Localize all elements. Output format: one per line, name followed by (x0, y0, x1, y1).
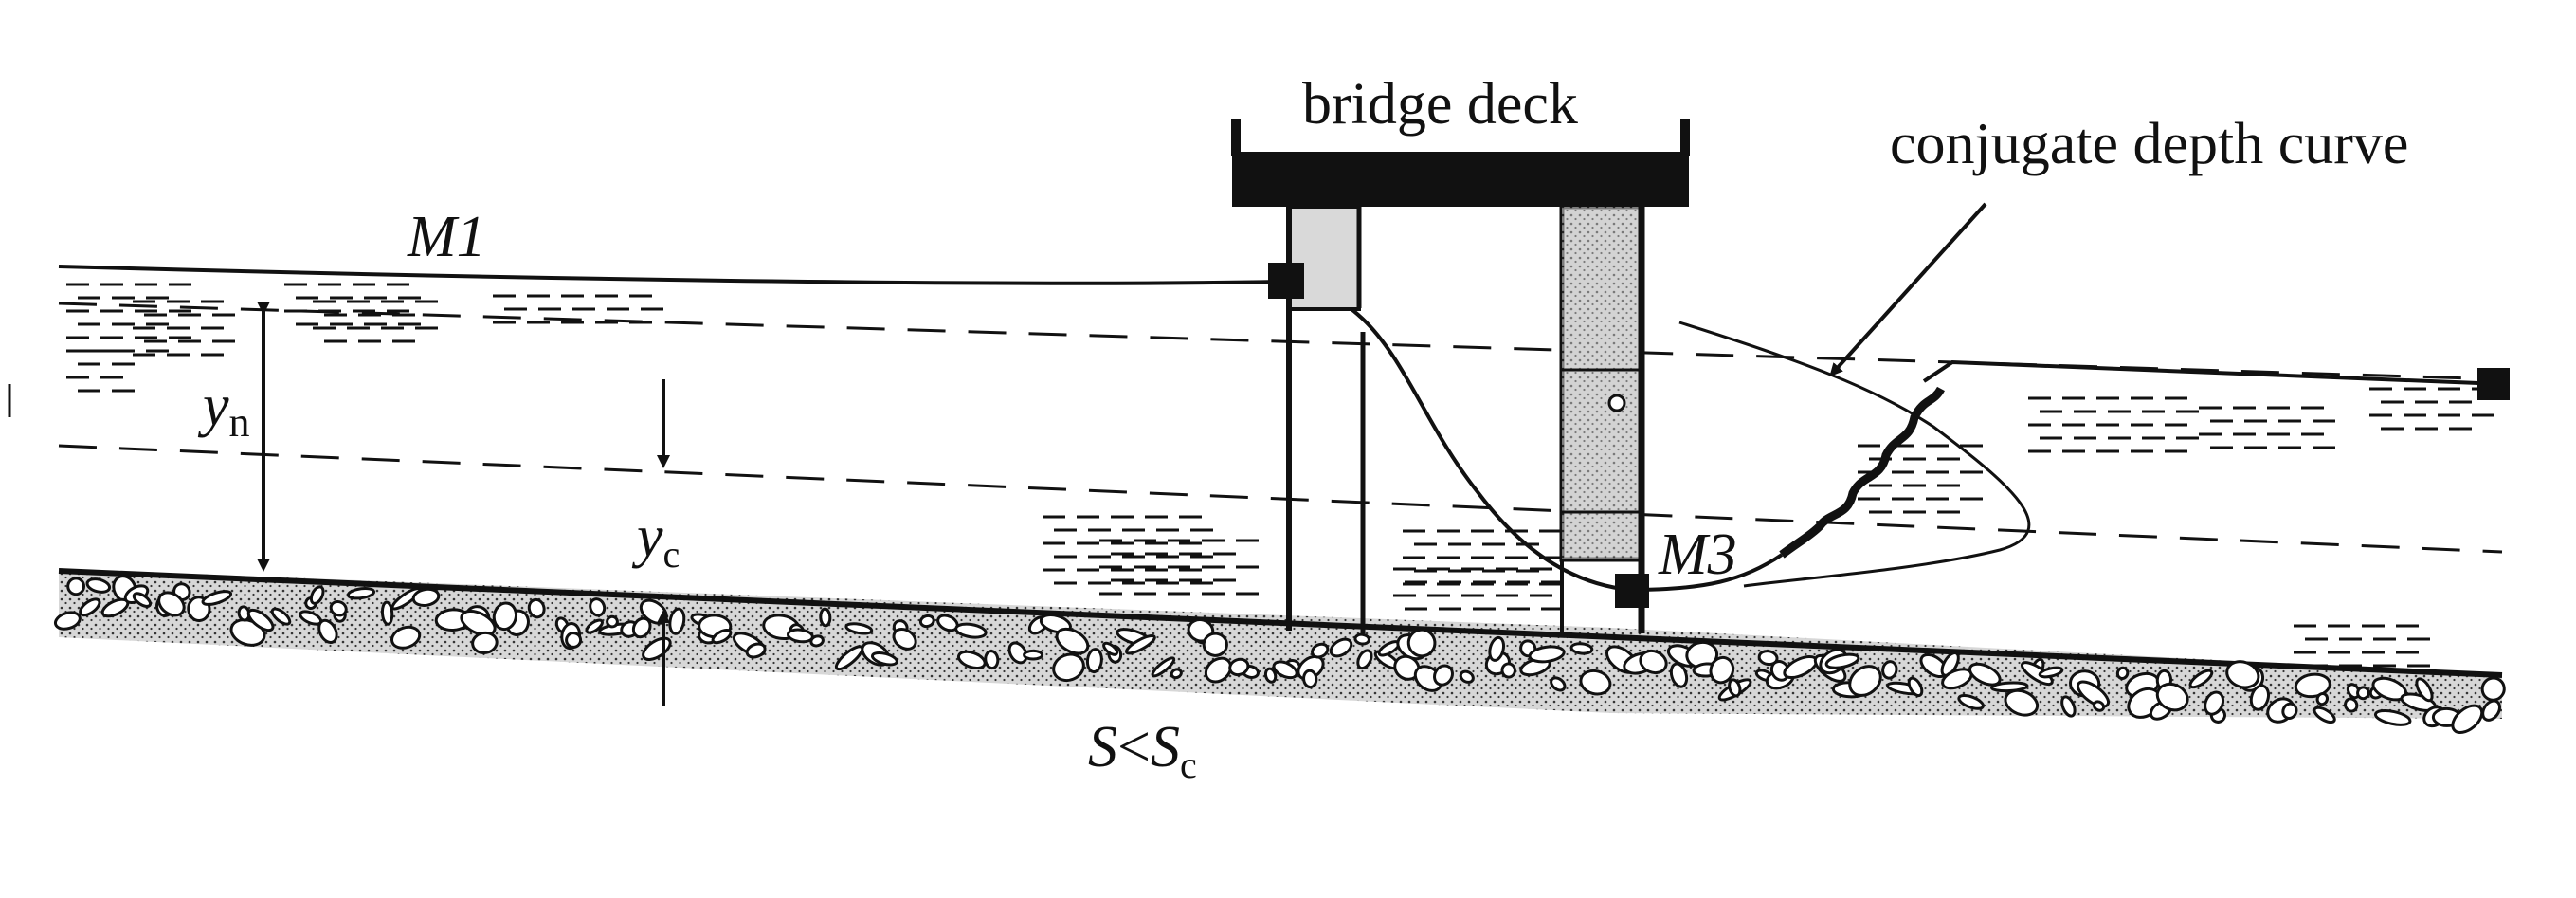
bed-pebbles (53, 575, 2506, 734)
critical-depth-line (58, 444, 2503, 554)
conjugate-pointer-arrow (1829, 202, 1987, 377)
drawdown-profile (1279, 280, 1631, 592)
m1-profile (58, 265, 1280, 285)
conjugate-depth-curve (1678, 321, 2031, 588)
m1-label: M1 (407, 205, 486, 269)
water-hatching (66, 283, 2494, 668)
end-marker (2477, 368, 2510, 400)
bridge (1231, 119, 1690, 633)
bridge-deck (1232, 152, 1689, 207)
downstream-node (1615, 574, 1649, 608)
conjugate-depth-curve-label: conjugate depth curve (1890, 112, 2408, 176)
m3-label: M3 (1658, 522, 1737, 587)
downstream-surface (1922, 359, 2503, 386)
yn-label: yn (197, 374, 250, 446)
bridge-deck-label: bridge deck (1302, 72, 1578, 137)
slope-condition-label: S<Sc (1088, 715, 1197, 786)
m3-profile (1629, 553, 1784, 592)
channel-bed (53, 568, 2506, 734)
yc-label: yc (631, 504, 680, 576)
upstream-node (1268, 263, 1304, 299)
